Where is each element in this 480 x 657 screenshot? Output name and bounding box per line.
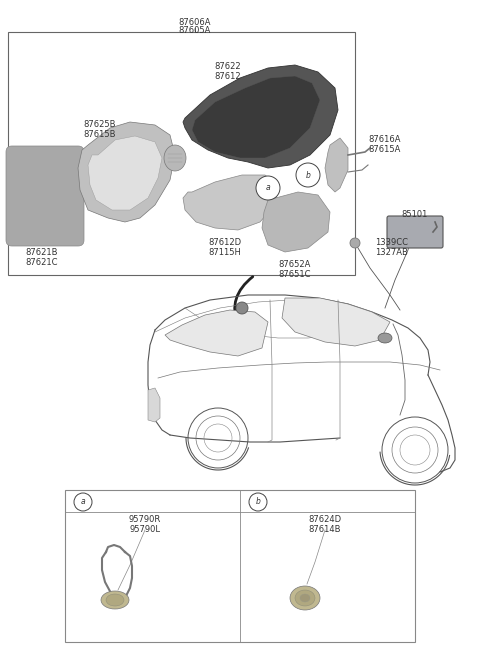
Circle shape <box>256 176 280 200</box>
Bar <box>8 32 355 275</box>
Polygon shape <box>148 388 160 422</box>
Circle shape <box>74 493 92 511</box>
Text: 87652A
87651C: 87652A 87651C <box>279 260 311 279</box>
Text: b: b <box>255 497 261 507</box>
Text: b: b <box>306 171 311 179</box>
Ellipse shape <box>101 591 129 609</box>
Polygon shape <box>88 136 162 210</box>
Text: 1339CC
1327AB: 1339CC 1327AB <box>375 238 408 258</box>
Polygon shape <box>282 298 390 346</box>
Circle shape <box>236 302 248 314</box>
Polygon shape <box>78 122 175 222</box>
Text: 87616A
87615A: 87616A 87615A <box>368 135 400 154</box>
Ellipse shape <box>106 594 124 606</box>
Ellipse shape <box>300 594 310 602</box>
Text: 87606A: 87606A <box>179 18 211 27</box>
Polygon shape <box>325 138 348 192</box>
Polygon shape <box>183 65 338 168</box>
Text: 87622
87612: 87622 87612 <box>215 62 241 81</box>
Ellipse shape <box>378 333 392 343</box>
FancyBboxPatch shape <box>6 146 84 246</box>
FancyBboxPatch shape <box>387 216 443 248</box>
Text: 95790R
95790L: 95790R 95790L <box>129 515 161 534</box>
Bar <box>65 490 415 642</box>
Ellipse shape <box>295 590 315 606</box>
Polygon shape <box>262 192 330 252</box>
Text: 87624D
87614B: 87624D 87614B <box>309 515 342 534</box>
Polygon shape <box>192 76 320 158</box>
Text: 85101: 85101 <box>402 210 428 219</box>
Text: 87605A: 87605A <box>179 26 211 35</box>
Polygon shape <box>165 310 268 356</box>
Text: 87612D
87115H: 87612D 87115H <box>208 238 241 258</box>
Text: a: a <box>81 497 85 507</box>
Text: a: a <box>266 183 270 193</box>
Circle shape <box>249 493 267 511</box>
Circle shape <box>296 163 320 187</box>
Ellipse shape <box>290 586 320 610</box>
Polygon shape <box>183 175 278 230</box>
Circle shape <box>350 238 360 248</box>
Ellipse shape <box>164 145 186 171</box>
Text: 87621B
87621C: 87621B 87621C <box>26 248 58 267</box>
Text: 87625B
87615B: 87625B 87615B <box>84 120 116 139</box>
